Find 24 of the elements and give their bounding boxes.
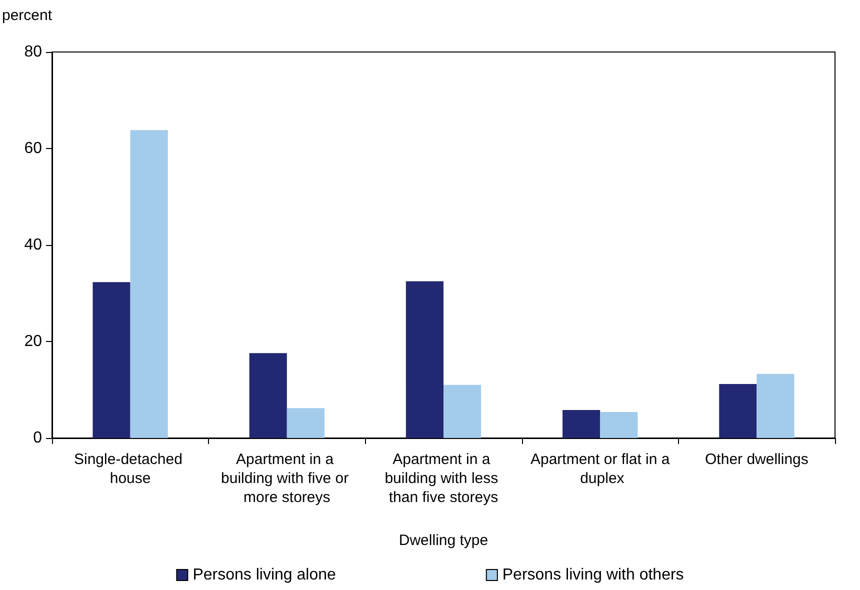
y-axis-title: percent (2, 7, 53, 24)
bar (130, 130, 168, 438)
bar (286, 408, 324, 438)
bar (719, 384, 757, 438)
y-tick-label: 40 (24, 236, 42, 254)
bar (92, 282, 130, 438)
y-tick-label: 80 (24, 44, 42, 60)
x-tick-label: Apartment in a building with less than five storeys (384, 451, 502, 506)
y-tick-label: 60 (24, 140, 42, 157)
bar (756, 374, 794, 438)
x-tick-label: Single-detached house (74, 451, 187, 487)
bar (600, 412, 638, 438)
legend-label: Persons living alone (192, 566, 336, 584)
bar (406, 281, 444, 438)
x-tick-label: Apartment or flat in a duplex (530, 451, 670, 487)
x-tick-label: Apartment in a building with five or more storeys (221, 451, 353, 506)
y-tick-label: 0 (33, 430, 42, 446)
bar (562, 410, 600, 438)
bar (444, 384, 482, 438)
x-axis-title: Dwelling type (398, 532, 488, 549)
bar (249, 353, 287, 438)
x-tick-label: Other dwellings (705, 451, 808, 468)
y-tick-label: 20 (24, 333, 42, 350)
legend-label: Persons living with others (502, 566, 684, 584)
